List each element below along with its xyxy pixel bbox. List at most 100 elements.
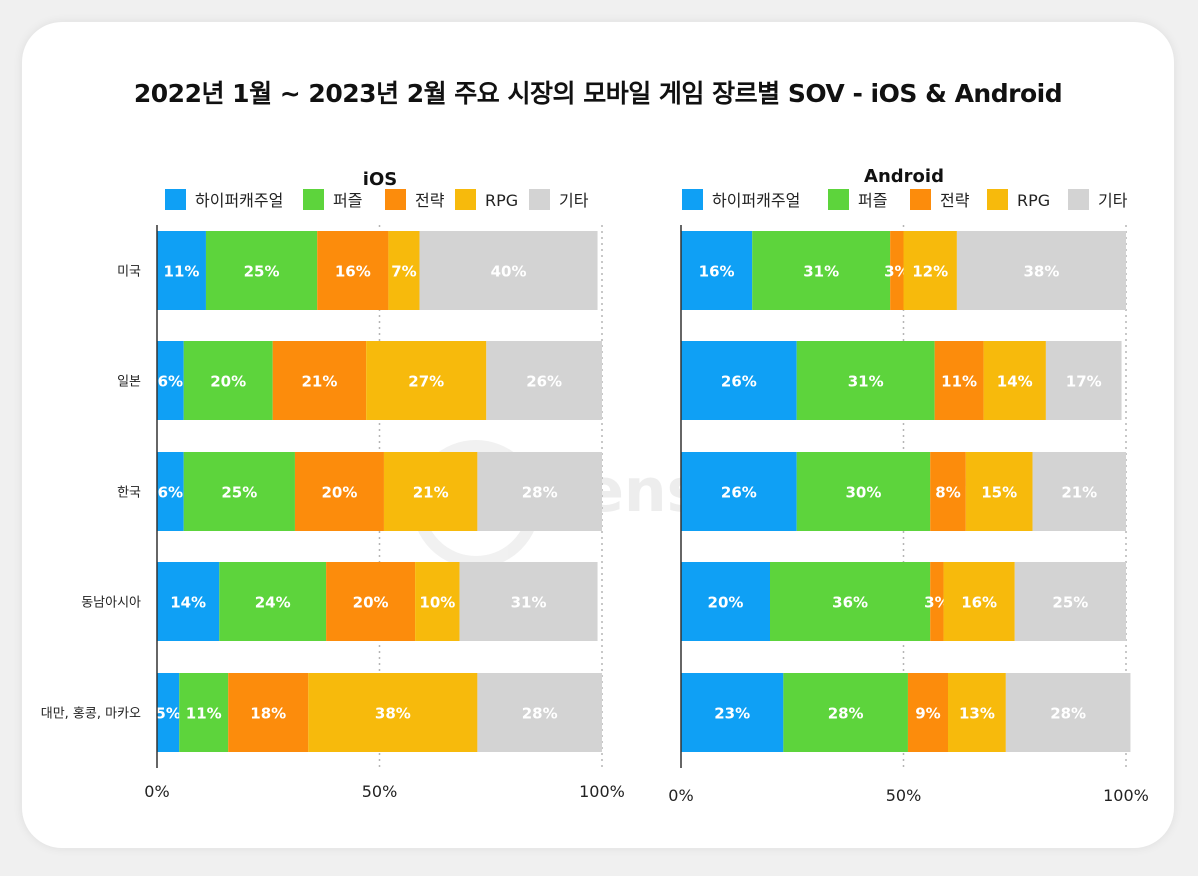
data-label: 28%	[1050, 705, 1086, 723]
bar-segment	[477, 673, 602, 752]
data-label: 11%	[186, 705, 222, 723]
data-label: 8%	[935, 484, 960, 502]
data-label: 26%	[721, 373, 757, 391]
bar-segment	[415, 562, 460, 641]
bar-segment	[752, 231, 891, 310]
bar-segment	[965, 452, 1033, 531]
legend-swatch	[165, 189, 186, 210]
bar-segment	[366, 341, 487, 420]
legend-label: 전략	[415, 191, 445, 210]
x-tick-label: 50%	[362, 782, 398, 801]
data-label: 6%	[158, 373, 183, 391]
legend-swatch	[529, 189, 550, 210]
data-label: 30%	[845, 484, 881, 502]
bar-segment	[956, 231, 1126, 310]
bar-segment	[419, 231, 598, 310]
bar-segment	[1032, 452, 1126, 531]
legend-label: RPG	[1017, 191, 1050, 210]
data-label: 16%	[699, 263, 735, 281]
data-label: 20%	[708, 594, 744, 612]
bar-segment	[157, 562, 220, 641]
bar-segment	[308, 673, 478, 752]
data-label: 14%	[170, 594, 206, 612]
data-label: 28%	[522, 484, 558, 502]
data-label: 17%	[1066, 373, 1102, 391]
legend-label: 하이퍼캐주얼	[712, 191, 800, 210]
data-label: 25%	[221, 484, 257, 502]
bar-segment	[681, 562, 770, 641]
bar-segment	[486, 341, 602, 420]
data-label: 25%	[1052, 594, 1088, 612]
data-label: 9%	[915, 705, 940, 723]
data-label: 20%	[353, 594, 389, 612]
category-label: 일본	[117, 375, 141, 390]
bar-segment	[983, 341, 1046, 420]
legend-swatch	[385, 189, 406, 210]
bar-segment	[770, 562, 931, 641]
legend-label: 퍼즐	[858, 191, 887, 210]
data-label: 31%	[511, 594, 547, 612]
legend-label: 퍼즐	[333, 191, 362, 210]
category-label: 동남아시아	[81, 596, 141, 611]
data-label: 40%	[491, 263, 527, 281]
bar-segment	[157, 452, 184, 531]
bar-segment	[228, 673, 309, 752]
x-tick-label: 100%	[1103, 786, 1149, 805]
data-label: 21%	[301, 373, 337, 391]
data-label: 3%	[924, 594, 949, 612]
category-label: 미국	[117, 265, 141, 280]
x-tick-label: 50%	[886, 786, 922, 805]
data-label: 16%	[335, 263, 371, 281]
data-label: 14%	[997, 373, 1033, 391]
data-label: 3%	[884, 263, 909, 281]
data-label: 5%	[155, 705, 180, 723]
bar-segment	[326, 562, 416, 641]
legend-label: 하이퍼캐주얼	[195, 191, 283, 210]
panel-title: Android	[864, 166, 944, 187]
data-label: 15%	[981, 484, 1017, 502]
bar-segment	[943, 562, 1015, 641]
data-label: 27%	[408, 373, 444, 391]
data-label: 23%	[714, 705, 750, 723]
bar-segment	[157, 341, 184, 420]
data-label: 20%	[321, 484, 357, 502]
data-label: 13%	[959, 705, 995, 723]
bar-segment	[890, 231, 904, 310]
data-label: 31%	[803, 263, 839, 281]
legend-label: 전략	[940, 191, 970, 210]
legend-swatch	[303, 189, 324, 210]
bar-segment	[219, 562, 327, 641]
legend-label: RPG	[485, 191, 518, 210]
bar-segment	[183, 341, 273, 420]
bar-segment	[294, 452, 384, 531]
category-label: 한국	[117, 486, 141, 501]
bar-segment	[1005, 673, 1131, 752]
legend-label: 기타	[1098, 191, 1128, 210]
data-label: 28%	[828, 705, 864, 723]
data-label: 38%	[1023, 263, 1059, 281]
bar-segment	[388, 231, 420, 310]
data-label: 10%	[419, 594, 455, 612]
data-label: 31%	[848, 373, 884, 391]
bar-segment	[796, 452, 931, 531]
data-label: 21%	[1061, 484, 1097, 502]
data-label: 26%	[526, 373, 562, 391]
data-label: 12%	[912, 263, 948, 281]
bar-segment	[157, 231, 206, 310]
category-label: 대만, 홍콩, 마카오	[41, 707, 141, 722]
bar-segment	[681, 673, 784, 752]
legend-swatch	[910, 189, 931, 210]
data-label: 38%	[375, 705, 411, 723]
bar-segment	[272, 341, 367, 420]
bar-segment	[681, 231, 753, 310]
data-label: 6%	[158, 484, 183, 502]
data-label: 11%	[164, 263, 200, 281]
bar-segment	[948, 673, 1006, 752]
data-label: 24%	[255, 594, 291, 612]
bar-segment	[681, 341, 797, 420]
data-label: 28%	[522, 705, 558, 723]
bar-segment	[157, 673, 180, 752]
bar-segment	[783, 673, 908, 752]
panel-title: iOS	[363, 169, 397, 190]
